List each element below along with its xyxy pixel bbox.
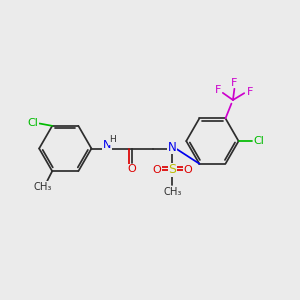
Text: F: F (231, 78, 238, 88)
Text: F: F (215, 85, 221, 95)
Text: N: N (168, 140, 177, 154)
Text: CH₃: CH₃ (34, 182, 52, 192)
Text: CH₃: CH₃ (163, 187, 182, 197)
Text: O: O (183, 165, 192, 175)
Text: N: N (103, 140, 111, 150)
Text: H: H (109, 135, 116, 144)
Text: Cl: Cl (253, 136, 264, 146)
Text: F: F (247, 87, 253, 97)
Text: O: O (128, 164, 136, 174)
Text: Cl: Cl (27, 118, 38, 128)
Text: S: S (168, 164, 176, 176)
Text: O: O (152, 165, 161, 175)
